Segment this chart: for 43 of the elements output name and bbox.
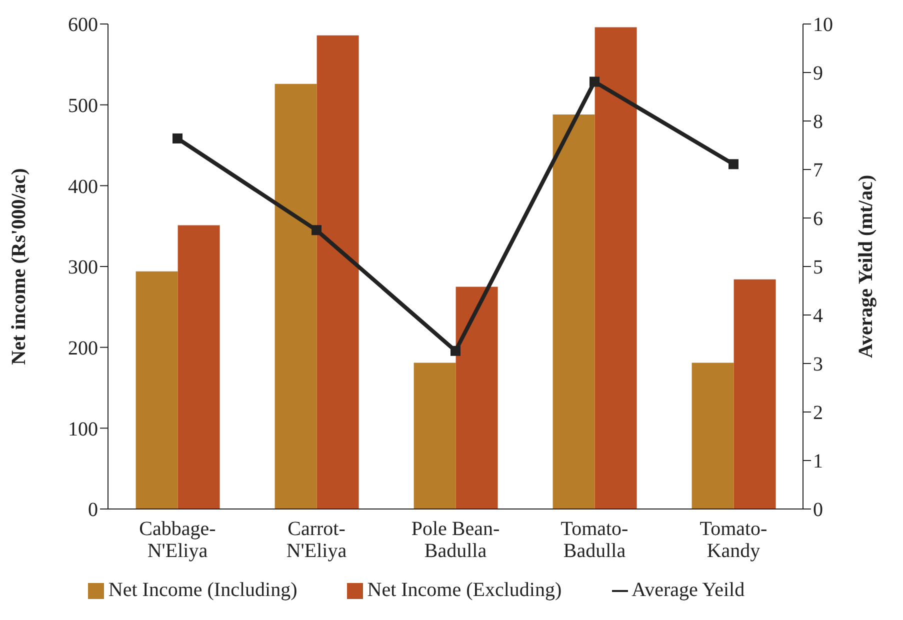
bar — [734, 279, 776, 509]
legend-label: Net Income (Including) — [108, 579, 298, 601]
y2-tick-label: 6 — [813, 208, 823, 230]
x-tick-label: Tomato-Badulla — [560, 518, 628, 562]
y2-tick-label: 10 — [813, 14, 833, 36]
point — [450, 346, 460, 356]
y2-tick-label: 5 — [813, 256, 823, 279]
y2-tick-label: 1 — [813, 450, 823, 473]
bar — [316, 35, 359, 509]
x-tick-label: Tomato-Kandy — [700, 518, 768, 562]
y2-tick-label: 7 — [813, 160, 823, 182]
y-tick-label: 200 — [68, 337, 98, 360]
bar — [692, 362, 734, 509]
bar — [136, 271, 178, 509]
point — [728, 159, 738, 170]
y2-tick-label: 8 — [813, 111, 823, 134]
y2-tick-label: 3 — [813, 354, 823, 376]
y-axis-title: Net income (Rs'000/ac) — [8, 168, 30, 365]
y2-tick-label: 0 — [813, 499, 823, 522]
y-tick-label: 500 — [68, 94, 98, 117]
legend-label: Net Income (Excluding) — [367, 579, 562, 601]
bar — [274, 84, 317, 509]
y2-axis-title: Average Yeild (mt/ac) — [855, 174, 878, 358]
point — [312, 225, 322, 236]
point — [172, 133, 182, 144]
y2-tick-label: 4 — [813, 305, 823, 328]
y-tick-label: 400 — [68, 176, 98, 198]
bar — [178, 225, 220, 509]
legend-label: Average Yeild — [632, 579, 745, 601]
bar — [414, 362, 456, 509]
x-tick-label: Cabbage-N'Eliya — [139, 518, 216, 562]
y-tick-label: 600 — [68, 14, 98, 36]
bar — [456, 286, 498, 509]
y-tick-label: 0 — [88, 499, 98, 522]
y-tick-label: 100 — [68, 418, 98, 440]
x-tick-label: Carrot-N'Eliya — [286, 518, 347, 562]
y-tick-label: 300 — [68, 256, 98, 279]
x-tick-label: Pole Bean-Badulla — [411, 518, 500, 562]
point — [590, 76, 600, 87]
y2-tick-label: 2 — [813, 402, 823, 424]
y2-tick-label: 9 — [813, 62, 823, 85]
bar — [552, 114, 595, 509]
bar — [594, 27, 637, 509]
